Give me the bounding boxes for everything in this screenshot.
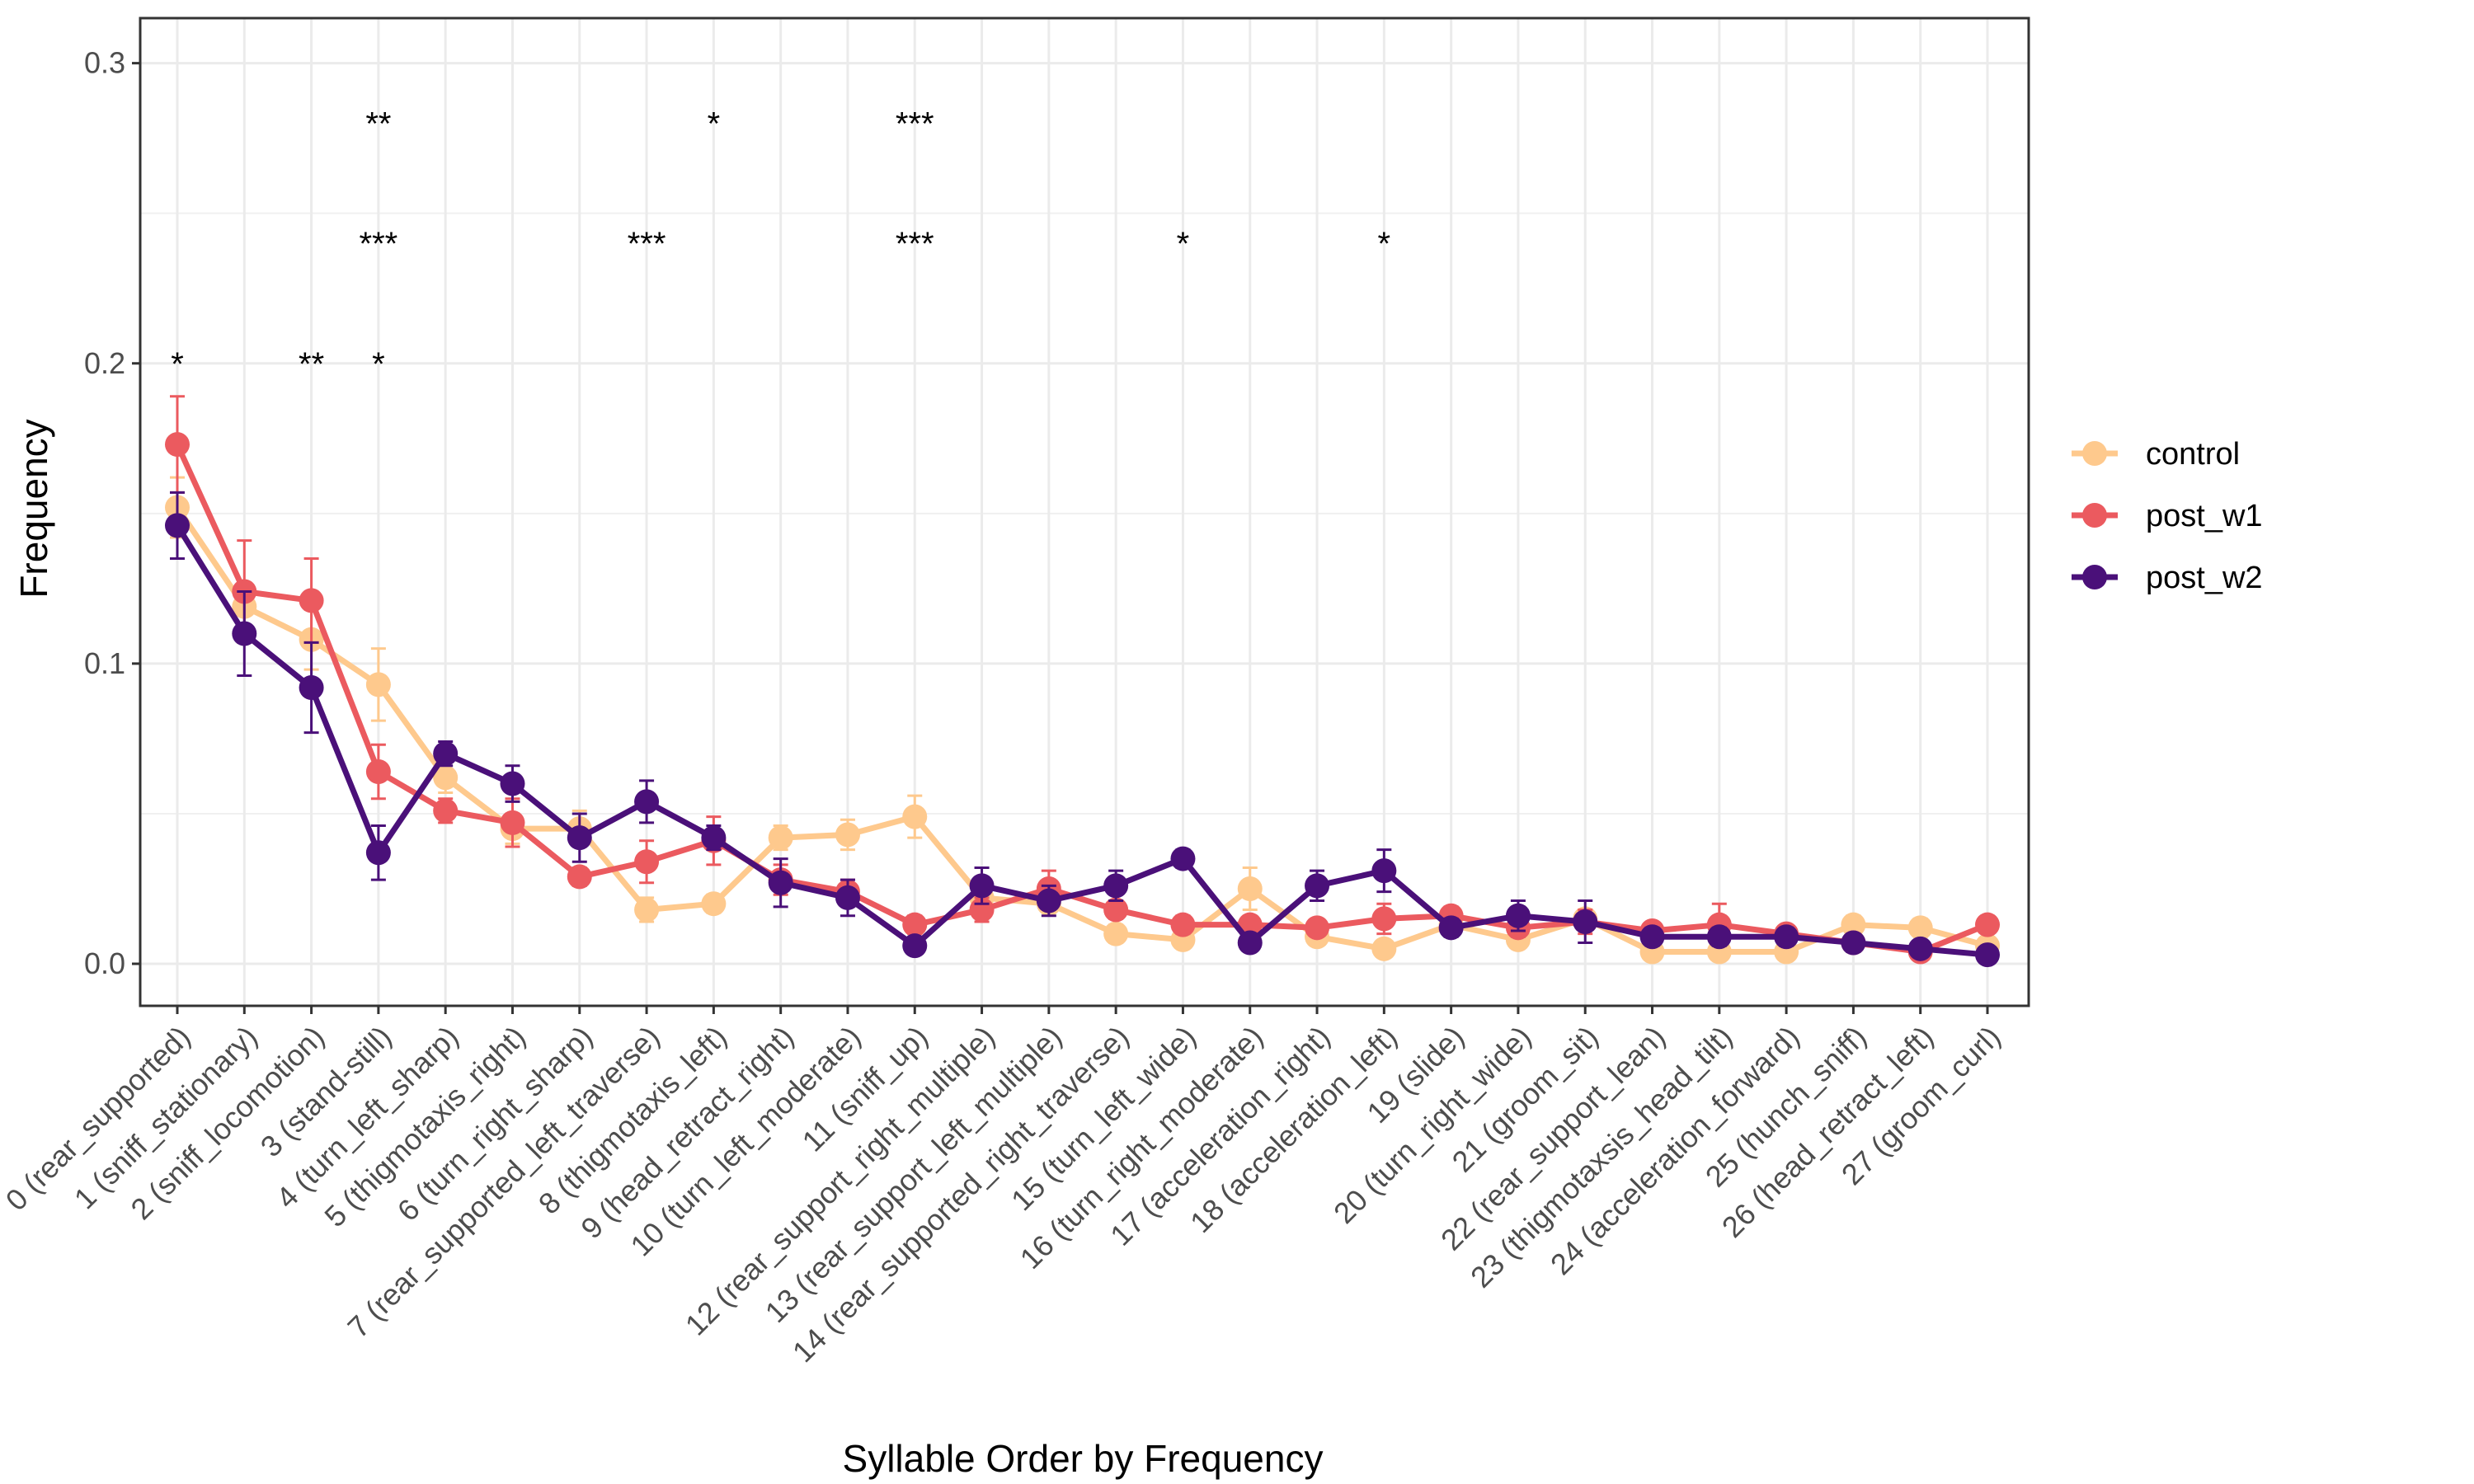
plot-panel: * ** ***************** *0.00.10.20.30 (rear… (0, 16, 2030, 1369)
significance-label: ** (365, 106, 391, 142)
legend-label: post_w2 (2146, 561, 2263, 595)
series-line-control (175, 505, 1988, 955)
data-point (1907, 915, 1933, 941)
data-point (1639, 924, 1665, 950)
legend-item-control: control (2072, 437, 2240, 472)
data-point (1170, 912, 1196, 937)
legend-item-post_w1: post_w1 (2072, 499, 2263, 533)
significance-label: ** (299, 346, 324, 383)
data-point (1237, 930, 1263, 956)
data-point (1841, 912, 1866, 937)
data-point (299, 675, 324, 701)
data-point (1438, 915, 1464, 941)
data-point (1036, 888, 1061, 913)
data-point (902, 912, 928, 937)
data-point (1706, 924, 1732, 950)
data-point (835, 822, 860, 848)
significance-label: * (1378, 226, 1391, 262)
legend-key-point (2082, 565, 2107, 589)
data-point (701, 825, 727, 851)
y-tick-label: 0.3 (84, 46, 125, 80)
data-point (701, 891, 727, 917)
y-tick-label: 0.2 (84, 346, 125, 380)
data-point (433, 765, 459, 791)
significance-label: * (1177, 226, 1190, 262)
significance-label: * (171, 346, 184, 383)
data-point (365, 672, 391, 697)
significance-label: *** (896, 226, 934, 262)
data-point (433, 798, 459, 824)
data-point (1371, 858, 1397, 884)
data-point (1305, 915, 1330, 941)
legend: control post_w1 post_w2 (2072, 437, 2263, 595)
y-tick-label: 0.1 (84, 646, 125, 680)
data-point (433, 741, 459, 767)
data-point (1841, 930, 1866, 956)
series-line-post_w2 (175, 524, 1988, 958)
data-point (567, 864, 592, 890)
data-point (1573, 909, 1598, 935)
data-point (969, 873, 995, 899)
data-point (165, 513, 190, 538)
data-point (634, 849, 660, 875)
significance-label: * (708, 106, 721, 142)
significance-label: * (372, 346, 385, 383)
data-point (1170, 846, 1196, 871)
data-point (835, 885, 860, 910)
y-tick-label: 0.0 (84, 946, 125, 980)
data-point (768, 870, 793, 895)
data-point (1305, 873, 1330, 899)
data-point (232, 621, 257, 646)
data-point (165, 432, 190, 458)
data-point (365, 840, 391, 866)
x-axis-title: Syllable Order by Frequency (843, 1437, 1324, 1480)
data-point (1907, 936, 1933, 961)
data-point (500, 771, 525, 796)
legend-label: control (2146, 437, 2240, 472)
data-point (634, 897, 660, 923)
data-point (567, 825, 592, 851)
data-point (365, 758, 391, 784)
data-point (1103, 897, 1129, 923)
data-point (1774, 924, 1799, 950)
y-axis-title: Frequency (12, 419, 55, 598)
data-point (902, 804, 928, 829)
legend-key-point (2082, 441, 2107, 466)
legend-item-post_w2: post_w2 (2072, 561, 2263, 595)
panel-border (139, 16, 2030, 1007)
legend-label: post_w1 (2146, 499, 2263, 533)
data-point (634, 789, 660, 815)
data-point (1371, 906, 1397, 932)
significance-label: *** (628, 226, 666, 262)
data-point (1371, 936, 1397, 961)
significance-label: *** (896, 106, 934, 142)
data-point (1237, 876, 1263, 901)
series-post_w2 (165, 491, 2000, 968)
data-point (500, 810, 525, 835)
significance-label: *** (360, 226, 398, 262)
data-point (1975, 942, 2000, 968)
data-point (768, 825, 793, 851)
data-point (902, 933, 928, 959)
data-point (1103, 921, 1129, 946)
data-point (299, 588, 324, 613)
data-point (1103, 873, 1129, 899)
panel-background (140, 18, 2029, 1006)
series-line-post_w1 (174, 443, 1989, 955)
legend-key-point (2082, 503, 2107, 528)
data-point (1505, 903, 1531, 928)
data-point (1975, 912, 2000, 937)
